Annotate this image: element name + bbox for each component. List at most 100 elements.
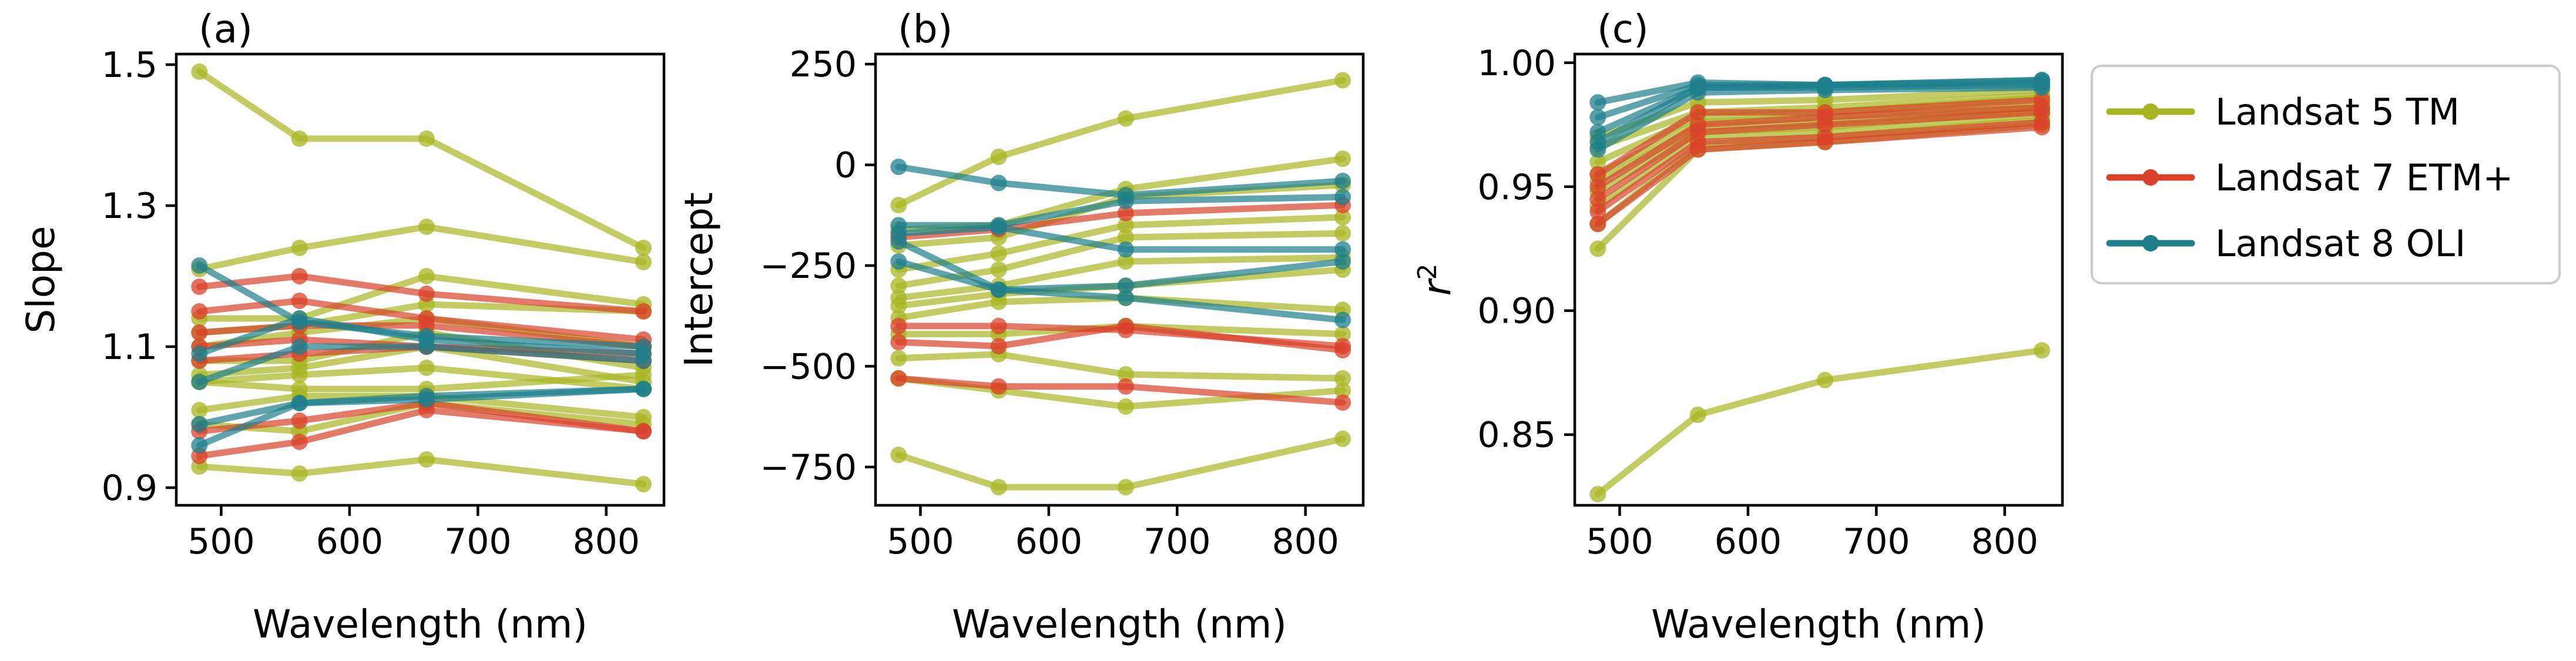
data-point xyxy=(1334,72,1351,89)
x-tick-label-a-500: 500 xyxy=(187,521,255,562)
data-point xyxy=(890,253,907,270)
data-point xyxy=(1334,253,1351,270)
data-point xyxy=(1117,289,1134,306)
data-point xyxy=(1117,366,1134,383)
y-axis-label-c: r2 xyxy=(1413,263,1460,296)
y-tick-label-c-3: 1.00 xyxy=(1477,43,1556,84)
series-line xyxy=(1594,347,2045,498)
data-point xyxy=(291,310,308,327)
data-point xyxy=(990,148,1007,165)
series-line xyxy=(895,163,1346,199)
data-point xyxy=(1117,110,1134,127)
series-line xyxy=(196,223,647,273)
data-point xyxy=(990,479,1007,496)
x-axis-label-c: Wavelength (nm) xyxy=(1651,602,1986,647)
plot-frame-b xyxy=(874,52,1365,507)
series-line xyxy=(196,407,647,459)
data-point xyxy=(291,395,308,411)
series-line xyxy=(196,68,647,251)
data-point xyxy=(1334,394,1351,411)
data-point xyxy=(1334,225,1351,242)
data-point xyxy=(990,317,1007,334)
legend-entry-landsat-8-oli: Landsat 8 OLI xyxy=(2106,222,2466,265)
series-b-landsat-7-etm-15 xyxy=(890,370,1351,411)
series-line xyxy=(196,371,647,392)
data-point xyxy=(191,374,208,390)
data-point xyxy=(1334,173,1351,189)
y-tick-label-b-4: 250 xyxy=(789,44,857,85)
series-line xyxy=(196,297,647,343)
data-point xyxy=(990,293,1007,310)
series-layer-c xyxy=(1589,72,2051,502)
panel-c: (c) 500 600 700 800 0.85 0.90 0.95 1.00 Wavelen… xyxy=(1413,6,2064,647)
data-point xyxy=(1589,203,1606,220)
series-layer-a xyxy=(191,63,652,492)
legend-label: Landsat 7 ETM+ xyxy=(2215,156,2513,199)
series-line xyxy=(196,322,647,350)
data-point xyxy=(1589,109,1606,126)
y-tick-label-b-1: −500 xyxy=(760,346,857,387)
series-line xyxy=(1594,104,2045,190)
series-b-landsat-5-tm-11 xyxy=(890,430,1351,496)
y-axis-label-c-sup: 2 xyxy=(1413,263,1443,280)
data-point xyxy=(1689,74,1706,91)
data-point xyxy=(1334,311,1351,328)
data-point xyxy=(990,281,1007,298)
legend-box xyxy=(2091,65,2561,284)
data-point xyxy=(635,254,652,270)
series-line xyxy=(196,343,647,385)
series-line xyxy=(196,392,647,421)
data-point xyxy=(2034,72,2051,89)
data-point xyxy=(1816,129,1833,146)
data-point xyxy=(990,338,1007,355)
x-axis-label-b: Wavelength (nm) xyxy=(952,602,1287,647)
series-line xyxy=(1594,109,2045,203)
y-tick-label-b-2: −250 xyxy=(760,246,857,287)
data-point xyxy=(191,345,208,362)
data-point xyxy=(890,277,907,294)
panel-label-a: (a) xyxy=(199,6,253,52)
data-point xyxy=(1334,150,1351,167)
data-point xyxy=(291,412,308,429)
series-line xyxy=(895,77,1346,209)
data-point xyxy=(191,437,208,454)
data-point xyxy=(635,303,652,320)
data-point xyxy=(191,324,208,341)
data-point xyxy=(1589,190,1606,207)
data-point xyxy=(990,378,1007,395)
series-b-landsat-5-tm-0 xyxy=(890,72,1351,214)
series-line xyxy=(1594,96,2045,178)
series-a-landsat-7-etm-12 xyxy=(191,268,652,320)
data-point xyxy=(418,286,435,302)
x-tick-label-b-700: 700 xyxy=(1143,521,1211,562)
data-point xyxy=(418,130,435,147)
y-tick-label-a-0: 0.9 xyxy=(102,468,157,509)
series-line xyxy=(196,364,647,392)
data-point xyxy=(2034,342,2051,359)
x-tick-label-c-600: 600 xyxy=(1715,521,1782,562)
data-point xyxy=(418,219,435,235)
legend: Landsat 5 TM Landsat 7 ETM+ Landsat 8 OLI xyxy=(2091,65,2561,284)
data-point xyxy=(635,381,652,397)
series-b-landsat-7-etm-14 xyxy=(890,317,1351,358)
x-tick-label-b-600: 600 xyxy=(1015,521,1083,562)
data-point xyxy=(1589,216,1606,233)
data-point xyxy=(1334,342,1351,358)
data-point xyxy=(1334,241,1351,258)
x-tick-label-b-800: 800 xyxy=(1272,521,1339,562)
x-tick-label-c-700: 700 xyxy=(1843,521,1910,562)
data-point xyxy=(1334,370,1351,387)
series-c-landsat-8-oli-19 xyxy=(1589,72,2051,111)
legend-marker xyxy=(2142,103,2159,120)
data-point xyxy=(1117,317,1134,334)
series-c-landsat-5-tm-0 xyxy=(1589,342,2051,502)
x-tick-label-a-600: 600 xyxy=(316,521,384,562)
x-tick-label-a-800: 800 xyxy=(572,521,640,562)
data-point xyxy=(890,370,907,387)
data-point xyxy=(890,197,907,214)
data-point xyxy=(990,245,1007,262)
data-point xyxy=(1689,407,1706,423)
y-axis-label-c-base: r xyxy=(1414,278,1460,296)
series-line xyxy=(196,336,647,357)
data-point xyxy=(1117,204,1134,222)
